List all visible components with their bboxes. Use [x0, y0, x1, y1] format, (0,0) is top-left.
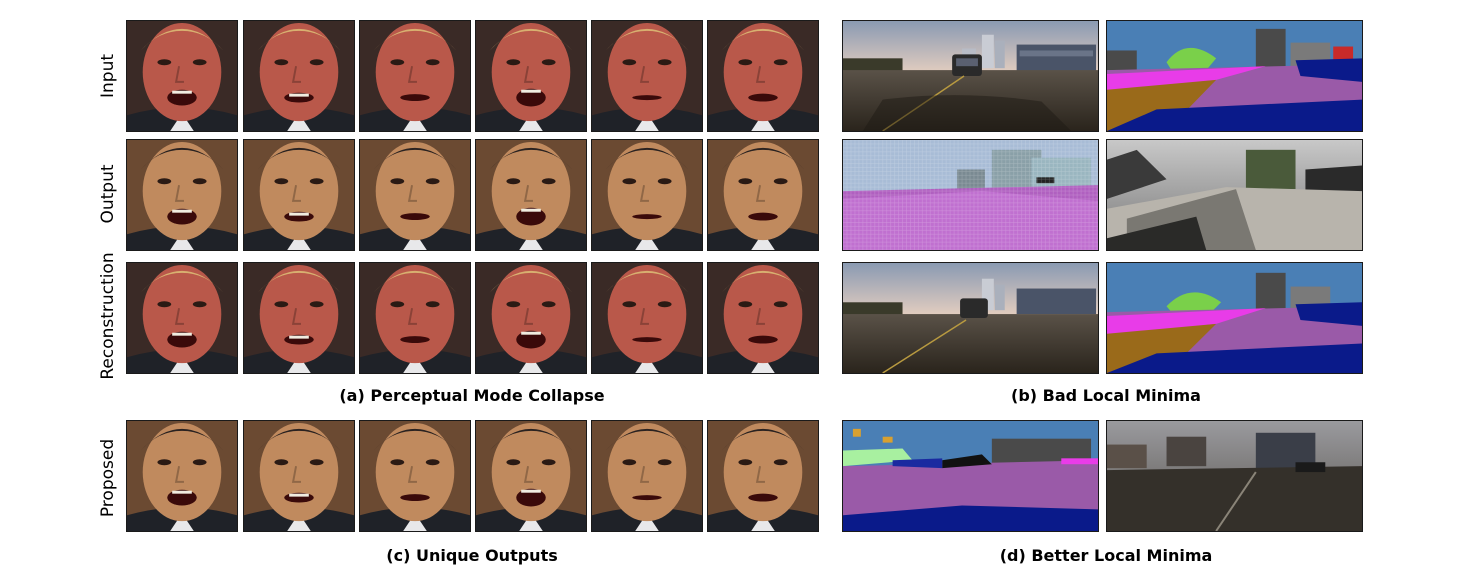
scene-input-photo — [842, 20, 1099, 132]
scene-output-photo — [1106, 139, 1363, 251]
scene-input-segmentation — [1106, 20, 1363, 132]
face-output-2 — [243, 139, 355, 251]
face-reconstruction-6 — [707, 262, 819, 374]
face-reconstruction-1 — [126, 262, 238, 374]
face-output-5 — [591, 139, 703, 251]
face-input-6 — [707, 20, 819, 132]
face-reconstruction-3 — [359, 262, 471, 374]
caption-better-local-minima: (d) Better Local Minima — [999, 546, 1213, 565]
face-proposed-4 — [475, 420, 587, 532]
face-reconstruction-4 — [475, 262, 587, 374]
scene-reconstruction-photo — [842, 262, 1099, 374]
face-input-5 — [591, 20, 703, 132]
face-input-4 — [475, 20, 587, 132]
caption-unique-outputs: (c) Unique Outputs — [386, 546, 558, 565]
face-output-4 — [475, 139, 587, 251]
face-input-3 — [359, 20, 471, 132]
face-proposed-2 — [243, 420, 355, 532]
face-reconstruction-5 — [591, 262, 703, 374]
face-proposed-6 — [707, 420, 819, 532]
face-proposed-5 — [591, 420, 703, 532]
caption-bad-local-minima: (b) Bad Local Minima — [1011, 386, 1201, 405]
face-output-3 — [359, 139, 471, 251]
face-reconstruction-2 — [243, 262, 355, 374]
scene-proposed-photo — [1106, 420, 1363, 532]
face-input-2 — [243, 20, 355, 132]
face-output-6 — [707, 139, 819, 251]
scene-proposed-segmentation — [842, 420, 1099, 532]
caption-perceptual-mode-collapse: (a) Perceptual Mode Collapse — [339, 386, 605, 405]
face-output-1 — [126, 139, 238, 251]
face-proposed-1 — [126, 420, 238, 532]
face-proposed-3 — [359, 420, 471, 532]
scene-output-segmentation — [842, 139, 1099, 251]
scene-reconstruction-segmentation — [1106, 262, 1363, 374]
face-input-1 — [126, 20, 238, 132]
